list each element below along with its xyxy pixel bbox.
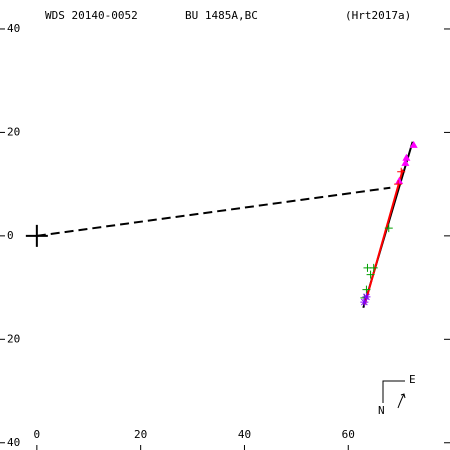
point	[384, 224, 393, 233]
point	[362, 285, 371, 294]
point	[397, 167, 406, 176]
point	[401, 158, 410, 166]
x-tick-label: 60	[342, 428, 355, 441]
reference: (Hrt2017a)	[345, 9, 411, 22]
compass-east: E	[409, 373, 416, 386]
point	[369, 263, 378, 272]
orbit-line	[363, 169, 404, 305]
x-tick-label: 0	[34, 428, 41, 441]
x-tick-label: 20	[134, 428, 147, 441]
y-tick-label: 40	[7, 436, 20, 449]
x-tick-label: 40	[238, 428, 251, 441]
chart-title: WDS 20140-0052	[45, 9, 138, 22]
point	[362, 292, 371, 301]
y-tick-label: 40	[7, 22, 20, 35]
compass-lines	[382, 380, 405, 403]
compass-north: N	[378, 404, 385, 417]
point	[402, 153, 411, 161]
y-tick-label: 20	[7, 332, 20, 345]
point	[360, 298, 369, 307]
node-line	[36, 186, 391, 237]
point	[395, 177, 404, 185]
point	[394, 180, 403, 189]
y-tick-label: 0	[7, 229, 14, 242]
point	[409, 140, 418, 148]
chart-subtitle: BU 1485A,BC	[185, 9, 258, 22]
y-tick-label: 20	[7, 125, 20, 138]
point	[366, 270, 375, 279]
motion-arrow	[397, 393, 406, 409]
compass: E N	[378, 373, 416, 417]
